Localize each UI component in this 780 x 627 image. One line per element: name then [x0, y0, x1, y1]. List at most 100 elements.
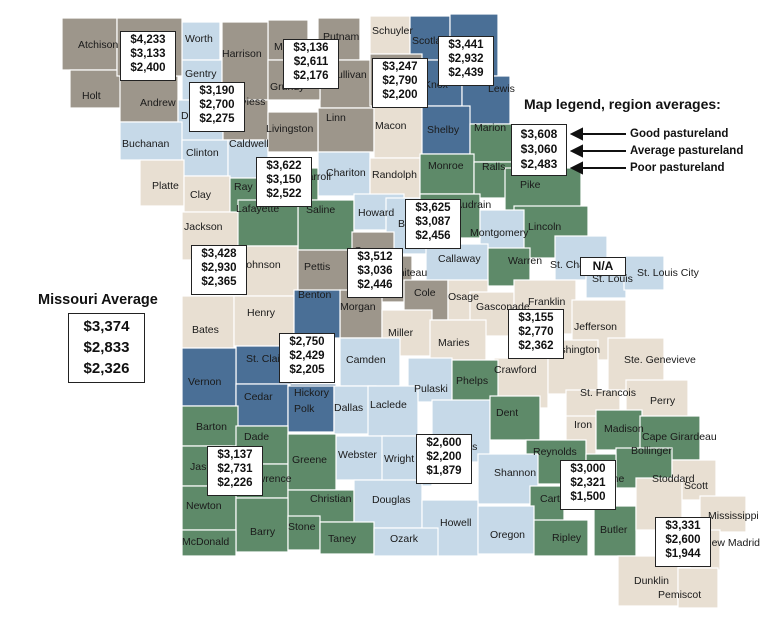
county-label-perry: Perry [650, 395, 676, 407]
county-holt [69, 69, 126, 109]
county-fill-layer [61, 13, 747, 609]
county-label-wright: Wright [384, 453, 414, 465]
region-box-nw2: $3,190 $2,700 $2,275 [189, 82, 245, 132]
region-box-c: $3,625 $3,087 $2,456 [405, 199, 461, 249]
county-laclede [367, 385, 419, 437]
county-saline [297, 199, 355, 251]
region-box-sw: $3,137 $2,731 $2,226 [207, 446, 263, 496]
county-label-crawford: Crawford [494, 364, 537, 376]
region-box-ec: $3,155 $2,770 $2,362 [508, 309, 564, 359]
county-shelby [421, 105, 471, 155]
missouri-average-title: Missouri Average [38, 292, 158, 308]
county-label-ste-genevieve: Ste. Genevieve [624, 354, 696, 366]
county-label-chariton: Chariton [326, 167, 366, 179]
county-label-maries: Maries [438, 337, 470, 349]
county-label-franklin: Franklin [528, 296, 566, 308]
county-label-jackson: Jackson [184, 221, 223, 233]
county-label-scott: Scott [684, 480, 708, 492]
legend-title: Map legend, region averages: [524, 96, 721, 112]
county-label-christian: Christian [310, 493, 352, 505]
county-label-worth: Worth [185, 33, 213, 45]
county-oregon [477, 505, 535, 555]
county-label-camden: Camden [346, 354, 386, 366]
region-box-ne: $3,441 $2,932 $2,439 [438, 36, 494, 86]
region-box-nc: $3,136 $2,611 $2,176 [283, 39, 339, 89]
county-montgomery [479, 209, 525, 255]
county-label-andrew: Andrew [140, 97, 176, 109]
county-label-lincoln: Lincoln [528, 221, 561, 233]
county-label-cape-girardeau: Cape Girardeau [642, 431, 717, 443]
county-label-warren: Warren [508, 255, 542, 267]
county-label-newton: Newton [186, 500, 222, 512]
county-label-holt: Holt [82, 90, 101, 102]
county-label-macon: Macon [375, 120, 407, 132]
county-label-sullivan: Sullivan [330, 69, 367, 81]
county-barry [235, 497, 289, 553]
county-label-audrain: Audrain [455, 199, 491, 211]
county-taney [319, 521, 375, 555]
county-label-vernon: Vernon [188, 376, 221, 388]
county-label-butler: Butler [600, 524, 628, 536]
na-box: N/A [580, 257, 626, 276]
county-label-ray: Ray [234, 181, 253, 193]
county-label-cedar: Cedar [244, 391, 273, 403]
legend-average: Average pastureland [630, 145, 744, 157]
county-label-iron: Iron [574, 419, 592, 431]
legend-poor: Poor pastureland [630, 162, 725, 174]
county-label-pike: Pike [520, 179, 541, 191]
county-label-dunklin: Dunklin [634, 575, 669, 587]
region-box-nc2: $3,247 $2,790 $2,200 [372, 58, 428, 108]
county-label-laclede: Laclede [370, 399, 407, 411]
county-label-barton: Barton [196, 421, 227, 433]
county-label-oregon: Oregon [490, 529, 525, 541]
county-label-linn: Linn [326, 112, 346, 124]
county-label-new-madrid: New Madrid [704, 537, 760, 549]
county-label-webster: Webster [338, 449, 377, 461]
county-label-ozark: Ozark [390, 533, 419, 545]
county-label-barry: Barry [250, 526, 276, 538]
county-label-madison: Madison [604, 423, 644, 435]
county-johnson [241, 245, 299, 297]
county-label-howard: Howard [358, 207, 394, 219]
county-label-livingston: Livingston [266, 123, 313, 135]
region-box-c2: $3,512 $3,036 $2,446 [347, 248, 403, 298]
county-label-montgomery: Montgomery [470, 227, 529, 239]
county-label-henry: Henry [247, 307, 276, 319]
county-livingston [267, 111, 319, 153]
county-label-mcdonald: McDonald [182, 536, 229, 548]
county-label-shelby: Shelby [427, 124, 460, 136]
county-label-howell: Howell [440, 517, 472, 529]
region-box-nw: $4,233 $3,133 $2,400 [120, 31, 176, 81]
county-shannon [477, 453, 539, 505]
county-atchison [61, 17, 118, 71]
county-label-morgan: Morgan [340, 301, 376, 313]
county-pettis [297, 249, 353, 297]
county-label-taney: Taney [328, 533, 357, 545]
county-label-pulaski: Pulaski [414, 383, 448, 395]
legend-box: $3,608 $3,060 $2,483 [511, 124, 567, 176]
county-label-st-louis-city: St. Louis City [637, 267, 700, 279]
county-label-lewis: Lewis [488, 83, 515, 95]
region-box-wc2: $3,428 $2,930 $2,365 [191, 245, 247, 295]
county-douglas [353, 479, 423, 529]
county-label-reynolds: Reynolds [533, 446, 577, 458]
missouri-average-box: $3,374 $2,833 $2,326 [68, 313, 145, 383]
county-label-shannon: Shannon [494, 467, 536, 479]
county-label-pettis: Pettis [304, 261, 330, 273]
county-label-mississippi: Mississippi [708, 510, 759, 522]
county-label-clay: Clay [190, 189, 212, 201]
county-label-marion: Marion [474, 122, 506, 134]
county-label-osage: Osage [448, 291, 479, 303]
county-label-randolph: Randolph [372, 169, 417, 181]
county-label-monroe: Monroe [428, 160, 464, 172]
county-label-jefferson: Jefferson [574, 321, 617, 333]
mo-avg-average: $2,833 [83, 339, 130, 356]
county-label-schuyler: Schuyler [372, 25, 413, 37]
county-label-caldwell: Caldwell [229, 138, 269, 150]
county-benton [293, 289, 341, 339]
county-camden [339, 337, 401, 387]
county-butler [593, 505, 637, 557]
county-label-phelps: Phelps [456, 375, 488, 387]
county-label-miller: Miller [388, 327, 414, 339]
